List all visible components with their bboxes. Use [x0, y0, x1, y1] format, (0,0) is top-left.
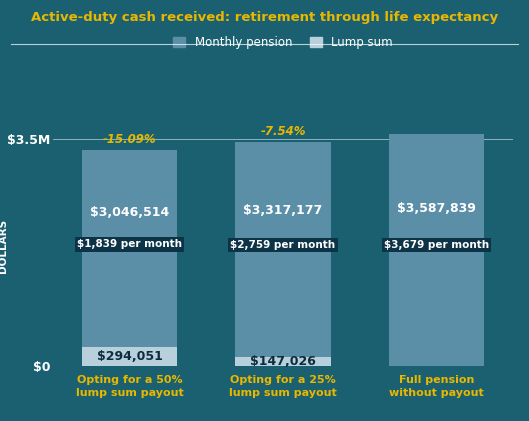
- Text: $294,051: $294,051: [97, 350, 162, 363]
- Text: Active-duty cash received: retirement through life expectancy: Active-duty cash received: retirement th…: [31, 11, 498, 24]
- Bar: [235, 141, 331, 357]
- Bar: [389, 133, 484, 366]
- Text: $147,026: $147,026: [250, 355, 316, 368]
- Y-axis label: DOLLARS: DOLLARS: [0, 219, 8, 273]
- Text: -15.09%: -15.09%: [103, 133, 157, 146]
- Text: $3,679 per month: $3,679 per month: [384, 240, 489, 250]
- Text: $3,046,514: $3,046,514: [90, 206, 169, 219]
- Text: $3,317,177: $3,317,177: [243, 204, 323, 217]
- Legend: Monthly pension, Lump sum: Monthly pension, Lump sum: [169, 32, 397, 54]
- Bar: [235, 357, 331, 366]
- Text: $3,587,839: $3,587,839: [397, 202, 476, 215]
- Text: -7.54%: -7.54%: [260, 125, 306, 138]
- Bar: [82, 149, 177, 347]
- Text: $2,759 per month: $2,759 per month: [231, 240, 335, 250]
- Text: $1,839 per month: $1,839 per month: [77, 240, 182, 250]
- Bar: [82, 347, 177, 366]
